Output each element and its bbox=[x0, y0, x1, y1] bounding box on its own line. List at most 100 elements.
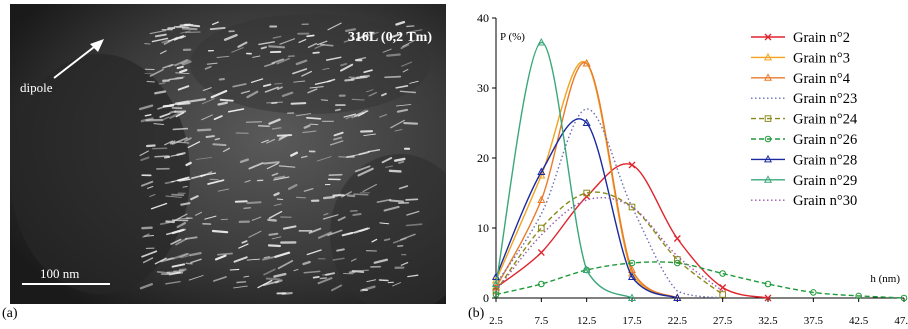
tem-streak bbox=[401, 61, 413, 67]
tem-streak bbox=[367, 149, 381, 153]
tem-streak bbox=[190, 258, 202, 264]
series-line bbox=[495, 108, 723, 299]
tem-streak bbox=[390, 119, 405, 129]
tem-streak bbox=[381, 92, 387, 97]
tem-streak bbox=[384, 75, 402, 79]
tem-streak bbox=[179, 68, 188, 74]
tem-streak bbox=[212, 143, 227, 147]
tem-streak bbox=[281, 91, 294, 98]
y-tick-label: 30 bbox=[477, 81, 489, 95]
tem-streak bbox=[345, 28, 357, 33]
tem-streak bbox=[201, 114, 213, 121]
tem-streak bbox=[174, 59, 189, 67]
tem-streak bbox=[323, 212, 329, 216]
tem-streak bbox=[312, 275, 320, 279]
tem-streak bbox=[222, 147, 230, 153]
tem-streak bbox=[202, 87, 212, 91]
x-axis-label: h (nm) bbox=[870, 273, 900, 285]
tem-streak bbox=[306, 34, 315, 38]
tem-streak bbox=[241, 240, 248, 244]
series-1 bbox=[492, 161, 772, 302]
tem-streak bbox=[354, 165, 371, 173]
tem-streak bbox=[296, 113, 312, 117]
tem-streak bbox=[352, 213, 362, 217]
tem-streak bbox=[172, 127, 189, 131]
legend-marker bbox=[763, 73, 773, 81]
tem-streak bbox=[207, 179, 225, 185]
tem-image bbox=[10, 4, 446, 304]
tem-streak bbox=[395, 20, 406, 26]
tem-streak bbox=[175, 72, 190, 74]
tem-streak bbox=[273, 272, 287, 278]
data-point bbox=[719, 284, 727, 291]
tem-streak bbox=[298, 38, 307, 44]
tem-streak bbox=[188, 275, 204, 281]
tem-streak bbox=[273, 203, 282, 207]
tem-streak bbox=[366, 279, 377, 283]
tem-streak bbox=[180, 35, 186, 39]
tem-streak bbox=[392, 282, 402, 287]
tem-streak bbox=[343, 38, 354, 43]
tem-streak bbox=[271, 127, 282, 130]
legend-label: Grain n°2 bbox=[793, 30, 850, 46]
legend-entry: Grain n°30 bbox=[751, 193, 857, 209]
tem-streak bbox=[178, 178, 191, 182]
tem-streak bbox=[257, 125, 270, 128]
tem-streak bbox=[231, 47, 244, 53]
tem-streak bbox=[395, 85, 409, 89]
legend-marker bbox=[764, 115, 772, 122]
tem-streak bbox=[153, 123, 164, 125]
series-line bbox=[495, 261, 905, 299]
tem-streak bbox=[219, 98, 234, 102]
tem-streak bbox=[264, 86, 279, 93]
tem-streak bbox=[278, 165, 296, 168]
tem-streak bbox=[180, 254, 191, 259]
tem-streak bbox=[274, 83, 283, 85]
tem-streak bbox=[301, 70, 313, 77]
data-point bbox=[674, 259, 681, 267]
tem-streak bbox=[147, 186, 154, 189]
tem-streak bbox=[355, 269, 369, 272]
data-point bbox=[719, 291, 726, 298]
tem-streak bbox=[262, 256, 276, 261]
data-point bbox=[537, 249, 545, 256]
tem-streak bbox=[281, 292, 293, 295]
tem-streak bbox=[406, 210, 420, 216]
tem-streak bbox=[327, 22, 342, 31]
data-point bbox=[492, 291, 500, 298]
legend-entry: Grain n°4 bbox=[751, 71, 851, 87]
data-point bbox=[764, 294, 772, 302]
tem-streak bbox=[176, 222, 186, 229]
tem-streak bbox=[358, 150, 371, 156]
data-point bbox=[900, 294, 908, 302]
tem-streak bbox=[336, 248, 345, 252]
series-3 bbox=[491, 58, 682, 301]
tem-streak bbox=[328, 173, 343, 176]
series-6 bbox=[492, 259, 908, 302]
legend-marker bbox=[763, 154, 773, 163]
tem-streak bbox=[185, 161, 192, 167]
tem-streak bbox=[337, 216, 346, 222]
tem-streak bbox=[398, 160, 405, 164]
tem-streak bbox=[386, 53, 401, 57]
tem-streak bbox=[160, 257, 173, 263]
tem-streak bbox=[403, 122, 419, 125]
tem-streak bbox=[303, 187, 314, 192]
tem-streak bbox=[355, 33, 369, 41]
tem-streak bbox=[382, 48, 392, 53]
tem-streak bbox=[184, 236, 198, 240]
tem-streak bbox=[307, 42, 318, 49]
tem-streak bbox=[180, 59, 190, 65]
tem-streak bbox=[303, 270, 321, 274]
tem-streak bbox=[174, 100, 190, 105]
tem-streak bbox=[141, 226, 153, 230]
tem-streak bbox=[343, 113, 356, 118]
tem-streak bbox=[381, 157, 393, 164]
tem-streak bbox=[248, 162, 264, 170]
tem-streak bbox=[191, 174, 206, 180]
tem-streak bbox=[394, 157, 406, 162]
tem-streak bbox=[279, 134, 287, 140]
tem-streak bbox=[217, 252, 233, 256]
tem-streak bbox=[182, 185, 188, 188]
tem-streak bbox=[187, 141, 201, 149]
